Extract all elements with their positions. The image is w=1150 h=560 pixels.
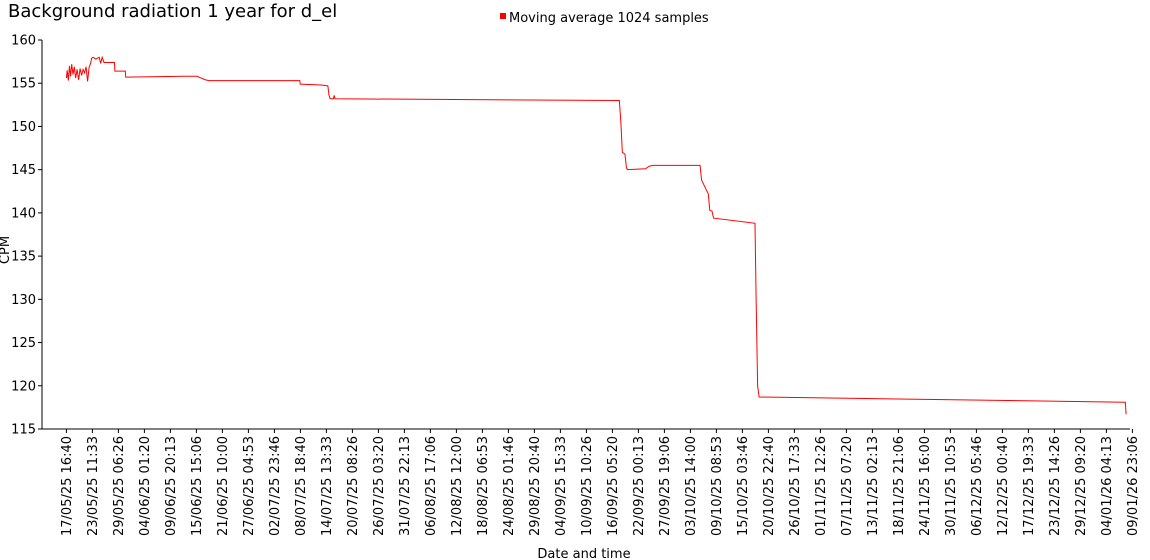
x-tick-label: 09/10/25 08:53: [710, 436, 725, 536]
x-tick-label: 29/12/25 09:20: [1074, 436, 1089, 536]
x-tick-label: 04/09/25 15:33: [554, 436, 569, 536]
y-axis-ticks: 115 120 125 130 135 140 145 150 155 160: [11, 34, 42, 438]
x-tick-label: 29/05/25 06:26: [112, 436, 127, 536]
x-tick-label: 26/10/25 17:33: [788, 436, 803, 536]
y-tick-label: 120: [11, 379, 36, 394]
y-tick-label: 135: [11, 250, 36, 265]
y-tick-label: 125: [11, 336, 36, 351]
x-tick-label: 04/01/26 04:13: [1100, 436, 1115, 536]
x-tick-label: 21/06/25 10:00: [216, 436, 231, 536]
x-tick-label: 20/10/25 22:40: [762, 436, 777, 536]
x-tick-label: 07/11/25 07:20: [840, 436, 855, 536]
legend-label: Moving average 1024 samples: [509, 11, 709, 26]
x-axis-label: Date and time: [537, 547, 630, 560]
y-tick-label: 155: [11, 77, 36, 92]
x-tick-label: 27/06/25 04:53: [242, 436, 257, 536]
x-tick-label: 02/07/25 23:46: [268, 436, 283, 536]
chart-title: Background radiation 1 year for d_el: [8, 1, 337, 22]
x-tick-label: 06/12/25 05:46: [970, 436, 985, 536]
y-tick-label: 150: [11, 120, 36, 135]
x-tick-label: 12/08/25 12:00: [450, 436, 465, 536]
x-tick-label: 20/07/25 08:26: [346, 436, 361, 536]
x-tick-label: 01/11/25 12:26: [814, 436, 829, 536]
x-tick-label: 23/05/25 11:33: [86, 436, 101, 536]
x-tick-label: 12/12/25 00:40: [996, 436, 1011, 536]
x-tick-label: 30/11/25 10:53: [944, 436, 959, 536]
x-tick-label: 13/11/25 02:13: [866, 436, 881, 536]
x-tick-label: 15/10/25 03:46: [736, 436, 751, 536]
x-tick-label: 17/12/25 19:33: [1022, 436, 1037, 536]
x-tick-label: 24/08/25 01:46: [502, 436, 517, 536]
x-tick-label: 14/07/25 13:33: [320, 436, 335, 536]
x-tick-label: 06/08/25 17:06: [424, 436, 439, 536]
x-tick-label: 27/09/25 19:06: [658, 436, 673, 536]
y-tick-label: 160: [11, 34, 36, 49]
x-tick-label: 09/01/26 23:06: [1126, 436, 1141, 536]
y-tick-label: 130: [11, 293, 36, 308]
x-tick-label: 08/07/25 18:40: [294, 436, 309, 536]
x-tick-label: 18/11/25 21:06: [892, 436, 907, 536]
y-tick-label: 140: [11, 206, 36, 221]
x-tick-label: 17/05/25 16:40: [60, 436, 75, 536]
x-tick-label: 18/08/25 06:53: [476, 436, 491, 536]
x-tick-label: 24/11/25 16:00: [918, 436, 933, 536]
x-tick-label: 29/08/25 20:40: [528, 436, 543, 536]
y-axis-label: CPM: [0, 236, 13, 264]
x-tick-label: 22/09/25 00:13: [632, 436, 647, 536]
x-tick-label: 16/09/25 05:20: [606, 436, 621, 536]
legend-swatch: [500, 13, 506, 19]
x-tick-label: 03/10/25 14:00: [684, 436, 699, 536]
y-tick-label: 115: [11, 423, 36, 438]
x-tick-label: 26/07/25 03:20: [372, 436, 387, 536]
legend: Moving average 1024 samples: [500, 11, 709, 26]
series-line: [65, 55, 1127, 415]
x-tick-label: 15/06/25 15:06: [190, 436, 205, 536]
x-axis-ticks: 17/05/25 16:40 23/05/25 11:33 29/05/25 06:…: [60, 429, 1141, 536]
x-tick-label: 10/09/25 10:26: [580, 436, 595, 536]
x-tick-label: 04/06/25 01:20: [138, 436, 153, 536]
x-tick-label: 23/12/25 14:26: [1048, 436, 1063, 536]
x-tick-label: 09/06/25 20:13: [164, 436, 179, 536]
y-tick-label: 145: [11, 163, 36, 178]
x-tick-label: 31/07/25 22:13: [398, 436, 413, 536]
